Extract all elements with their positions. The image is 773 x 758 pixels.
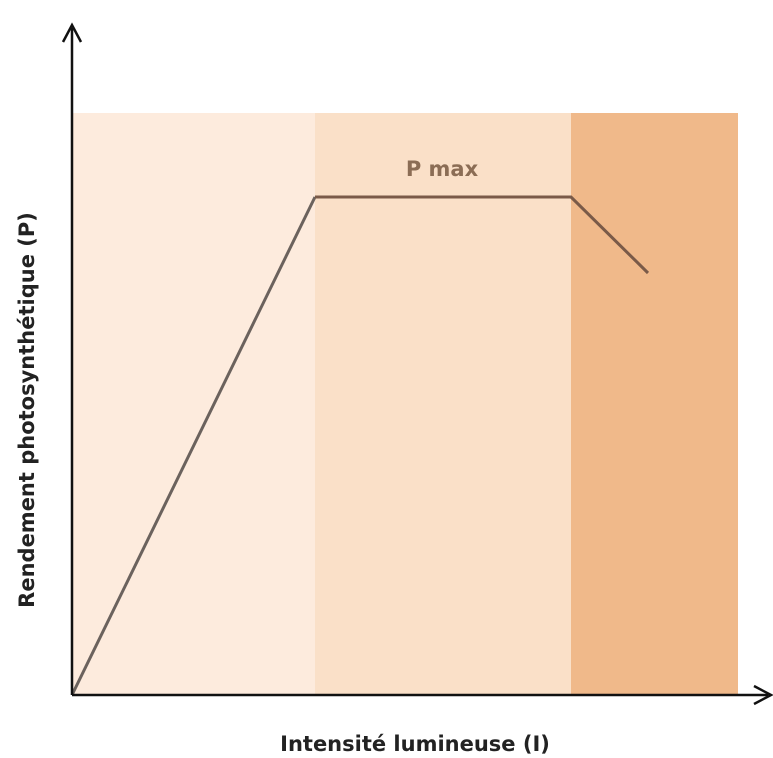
x-arrow — [753, 684, 773, 706]
zone-high — [571, 113, 738, 695]
rising-curve — [70, 196, 317, 696]
zone-plateau — [315, 113, 571, 695]
plateau-curve — [315, 195, 650, 275]
zone-low — [72, 113, 315, 695]
y-axis-label: Rendement photosynthétique (P) — [15, 212, 39, 608]
x-axis-label: Intensité lumineuse (I) — [280, 732, 550, 756]
y-arrow — [61, 22, 83, 43]
pmax-label: P max — [406, 157, 479, 181]
